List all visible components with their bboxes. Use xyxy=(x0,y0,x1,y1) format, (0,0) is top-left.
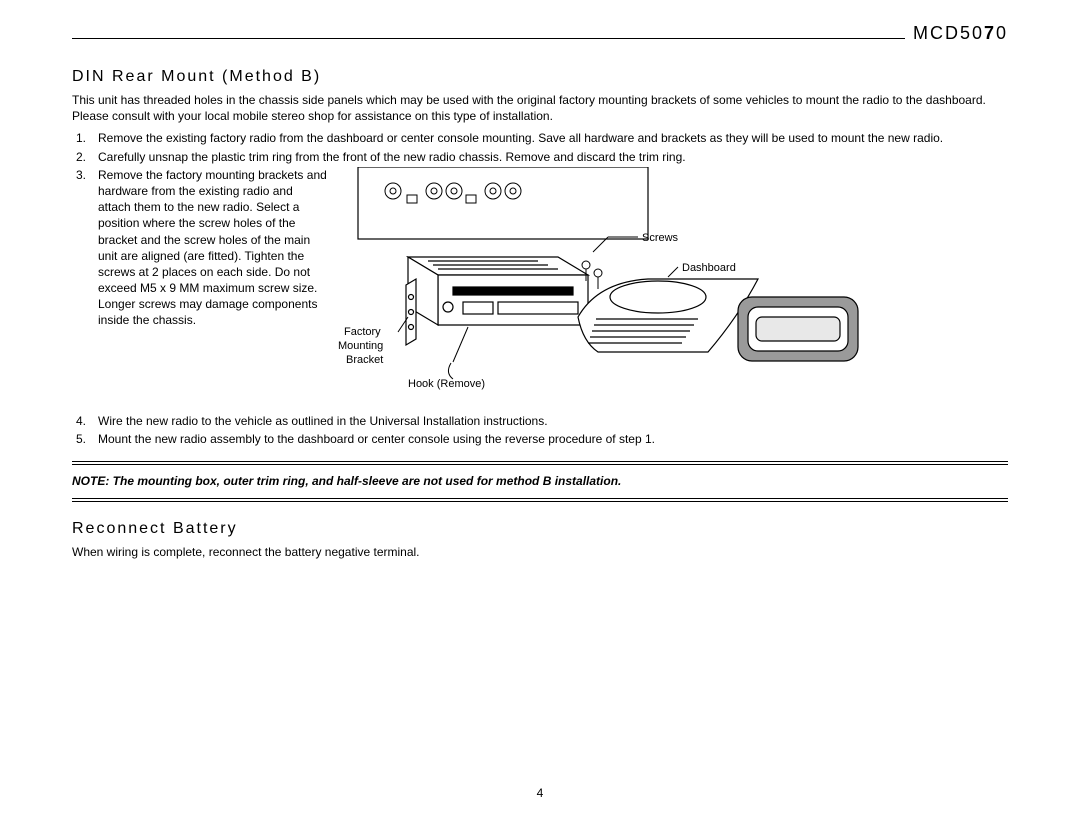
model-bold: 7 xyxy=(984,23,996,43)
divider xyxy=(72,464,1008,465)
section2-body: When wiring is complete, reconnect the b… xyxy=(72,544,1008,560)
page-number: 4 xyxy=(0,786,1080,800)
list-text: Remove the factory mounting brackets and… xyxy=(98,167,328,329)
section1-intro: This unit has threaded holes in the chas… xyxy=(72,92,1008,124)
model-suffix: 0 xyxy=(996,23,1008,43)
list-num: 1. xyxy=(72,130,98,146)
list-item: 2. Carefully unsnap the plastic trim rin… xyxy=(72,149,1008,165)
model-prefix: MCD50 xyxy=(913,23,984,43)
list-num: 5. xyxy=(72,431,98,447)
label-dashboard: Dashboard xyxy=(682,262,736,274)
list-text: Wire the new radio to the vehicle as out… xyxy=(98,413,1008,429)
list-item: 1. Remove the existing factory radio fro… xyxy=(72,130,1008,146)
list-text: Remove the existing factory radio from t… xyxy=(98,130,1008,146)
label-mounting: Mounting xyxy=(338,340,383,352)
divider xyxy=(72,501,1008,502)
label-hook: Hook (Remove) xyxy=(408,378,485,390)
label-screws: Screws xyxy=(642,232,679,244)
divider xyxy=(72,498,1008,499)
label-bracket: Bracket xyxy=(346,354,383,366)
section1-title: DIN Rear Mount (Method B) xyxy=(72,68,1008,86)
list-text-with-diagram: Remove the factory mounting brackets and… xyxy=(98,167,1008,411)
list-item: 3. Remove the factory mounting brackets … xyxy=(72,167,1008,411)
note-text: NOTE: The mounting box, outer trim ring,… xyxy=(72,473,1008,489)
list-item: 5. Mount the new radio assembly to the d… xyxy=(72,431,1008,447)
header-row: MCD5070 xyxy=(72,23,1008,46)
section2-title: Reconnect Battery xyxy=(72,520,1008,538)
list-text: Carefully unsnap the plastic trim ring f… xyxy=(98,149,1008,165)
model-number: MCD5070 xyxy=(905,23,1008,44)
list-num: 4. xyxy=(72,413,98,429)
list-num: 2. xyxy=(72,149,98,165)
list-text: Mount the new radio assembly to the dash… xyxy=(98,431,1008,447)
installation-diagram: Screws Dashboard Factory Mounting Bracke… xyxy=(328,167,1008,411)
label-factory: Factory xyxy=(344,326,381,338)
list-num: 3. xyxy=(72,167,98,411)
instruction-list: 1. Remove the existing factory radio fro… xyxy=(72,130,1008,447)
list-item: 4. Wire the new radio to the vehicle as … xyxy=(72,413,1008,429)
divider xyxy=(72,461,1008,462)
